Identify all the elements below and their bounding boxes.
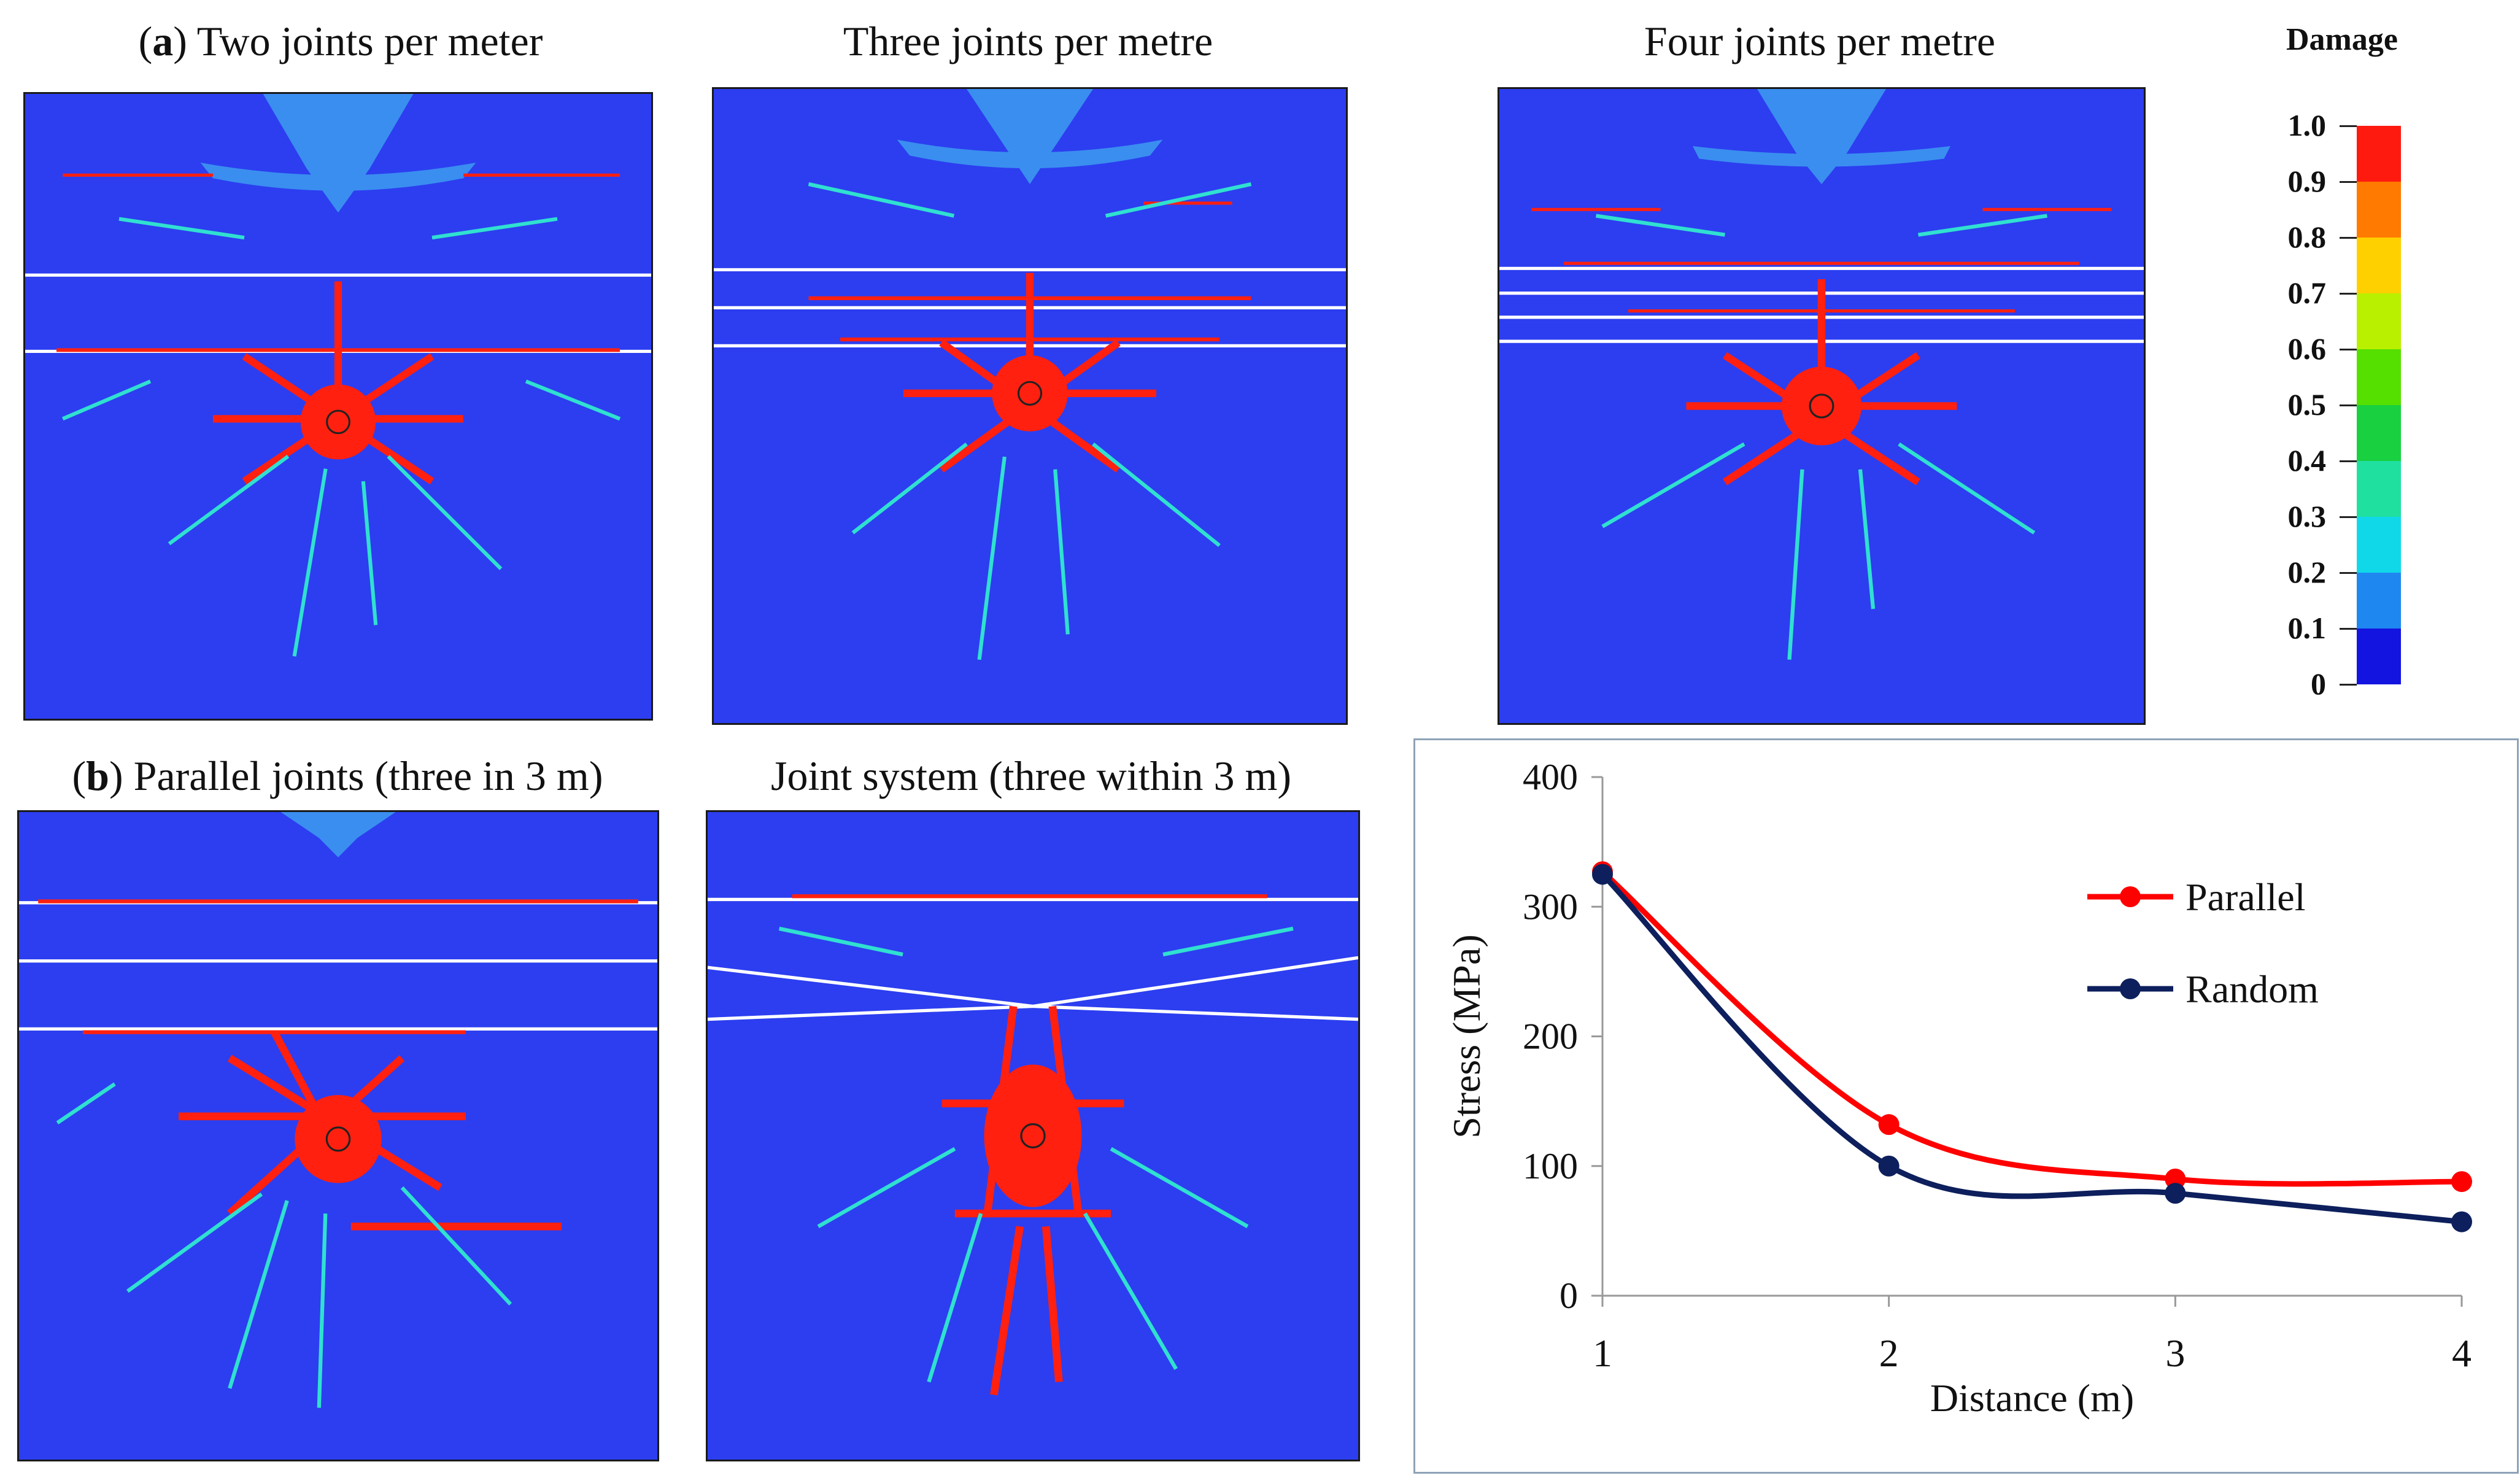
legend-tick-mark bbox=[2340, 237, 2357, 239]
colorbar-segment bbox=[2357, 182, 2401, 238]
legend-tick-mark bbox=[2340, 293, 2357, 295]
legend-label-random: Random bbox=[2186, 967, 2319, 1011]
legend-tick-mark bbox=[2340, 125, 2357, 127]
y-tick-label: 0 bbox=[1560, 1275, 1578, 1316]
legend-tick-label: 1.0 bbox=[2287, 108, 2327, 142]
part-a-label: a bbox=[152, 18, 174, 64]
series-line-parallel bbox=[1601, 869, 2462, 1187]
damage-map-four-joints bbox=[1498, 87, 2146, 725]
data-point-random bbox=[2165, 1183, 2186, 1204]
colorbar-segment bbox=[2357, 461, 2401, 517]
legend-tick-label: 0.1 bbox=[2287, 611, 2327, 645]
legend-tick-label: 0.6 bbox=[2287, 331, 2327, 366]
legend-tick-label: 0.2 bbox=[2287, 555, 2327, 589]
damage-map-two-joints bbox=[23, 92, 653, 721]
panel-title-b1: (b) Parallel joints (three in 3 m) bbox=[72, 753, 603, 799]
part-b-label: b bbox=[86, 753, 109, 799]
y-tick-label: 100 bbox=[1523, 1146, 1578, 1186]
legend-tick-mark bbox=[2340, 628, 2357, 630]
colorbar-segment bbox=[2357, 629, 2401, 684]
legend-tick-label: 0.7 bbox=[2287, 276, 2327, 310]
legend-marker-random bbox=[2120, 978, 2141, 999]
panel-title-b2: Joint system (three within 3 m) bbox=[770, 753, 1291, 799]
legend-tick-mark bbox=[2340, 181, 2357, 183]
panel-title-a1: (a) Two joints per meter bbox=[138, 18, 543, 64]
legend-tick-mark bbox=[2340, 404, 2357, 406]
data-point-parallel bbox=[1878, 1114, 1900, 1136]
series-line-random bbox=[1600, 872, 2462, 1225]
damage-map-three-joints bbox=[712, 87, 1348, 725]
damage-colorbar bbox=[2357, 126, 2401, 684]
data-point-parallel bbox=[2165, 1168, 2186, 1190]
legend-label-parallel: Parallel bbox=[2186, 875, 2305, 919]
x-axis-label: Distance (m) bbox=[1930, 1376, 2134, 1420]
damage-map-parallel-joints bbox=[17, 810, 659, 1461]
x-tick-label: 1 bbox=[1593, 1331, 1612, 1375]
legend-tick-label: 0.8 bbox=[2287, 220, 2327, 254]
colorbar-segment bbox=[2357, 238, 2401, 294]
panel-title-a3: Four joints per metre bbox=[1644, 18, 1996, 64]
data-point-random bbox=[1592, 864, 1613, 885]
colorbar-segment bbox=[2357, 573, 2401, 629]
panel-title-a2: Three joints per metre bbox=[843, 18, 1213, 64]
x-tick-label: 4 bbox=[2452, 1331, 2472, 1375]
legend-tick-label: 0.3 bbox=[2287, 499, 2327, 533]
legend-tick-mark bbox=[2340, 516, 2357, 518]
data-point-parallel bbox=[2451, 1171, 2472, 1193]
legend-tick-mark bbox=[2340, 349, 2357, 350]
legend-tick-label: 0.4 bbox=[2287, 443, 2327, 478]
colorbar-segment bbox=[2357, 293, 2401, 350]
x-tick-label: 2 bbox=[1879, 1331, 1899, 1375]
stress-distance-chart: 0 100 200 300 400 1 2 3 4 Distance (m) Stress (MPa… bbox=[1413, 738, 2519, 1474]
legend-title: Damage bbox=[2286, 22, 2398, 57]
y-tick-label: 200 bbox=[1523, 1016, 1578, 1057]
colorbar-segment bbox=[2357, 126, 2401, 182]
legend-tick-mark bbox=[2340, 572, 2357, 574]
legend-marker-parallel bbox=[2120, 886, 2141, 907]
legend-tick-mark bbox=[2340, 684, 2357, 686]
damage-map-joint-system bbox=[706, 810, 1360, 1461]
y-tick-label: 400 bbox=[1523, 757, 1578, 797]
colorbar-segment bbox=[2357, 517, 2401, 573]
x-tick-label: 3 bbox=[2165, 1331, 2185, 1375]
colorbar-segment bbox=[2357, 349, 2401, 406]
y-axis-label: Stress (MPa) bbox=[1445, 934, 1488, 1138]
legend-tick-label: 0.9 bbox=[2287, 164, 2327, 198]
colorbar-segment bbox=[2357, 405, 2401, 462]
data-point-random bbox=[1878, 1155, 1900, 1177]
legend-tick-label: 0.5 bbox=[2287, 387, 2327, 422]
y-tick-label: 300 bbox=[1523, 886, 1578, 927]
data-point-random bbox=[2451, 1211, 2472, 1232]
legend-tick-label: 0 bbox=[2311, 667, 2326, 701]
legend-tick-mark bbox=[2340, 460, 2357, 462]
chart-canvas: 0 100 200 300 400 1 2 3 4 Distance (m) Stress (MPa… bbox=[1445, 757, 2472, 1420]
